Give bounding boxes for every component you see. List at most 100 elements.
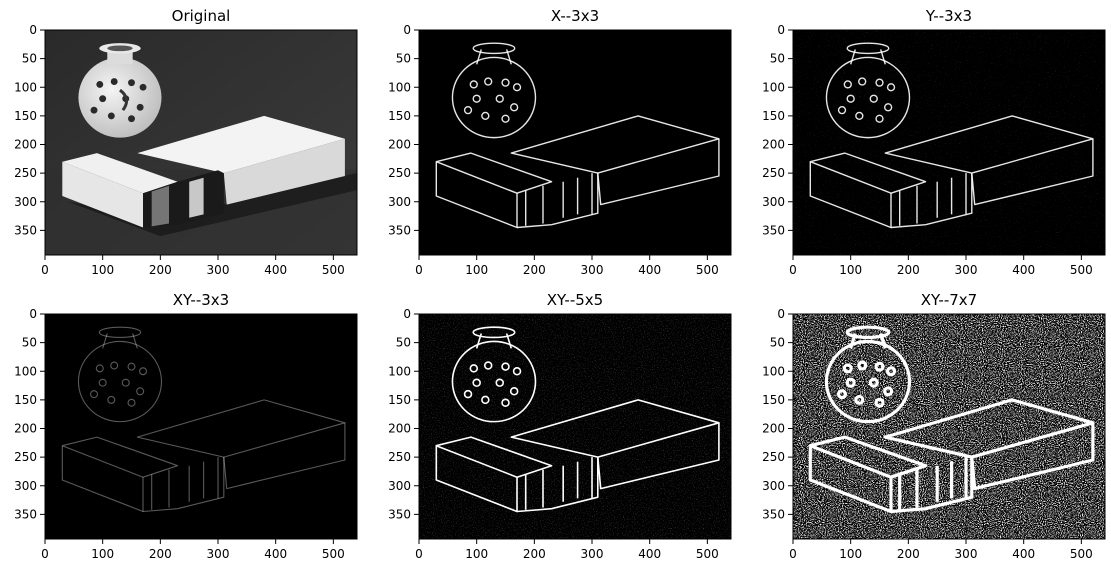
x-tick-label: 0 [41,547,49,561]
y-tick-label: 0 [777,23,785,37]
x-tick-label: 0 [789,547,797,561]
y-tick-label: 50 [770,336,785,350]
x-tick-label: 0 [415,547,423,561]
x-tick-label: 100 [839,547,862,561]
y-tick-label: 150 [388,109,411,123]
x-tick-label: 400 [264,263,287,277]
y-tick-label: 150 [14,393,37,407]
x-tick-label: 500 [696,547,719,561]
x-tick-label: 100 [839,263,862,277]
y-tick-label: 0 [777,307,785,321]
y-tick-label: 100 [762,364,785,378]
panel-1: Original 0 100 200 300 400 500 0 50 100 150 200 250 3… [14,7,358,277]
x-tick-label: 200 [897,263,920,277]
x-tick-label: 300 [207,263,230,277]
x-tick-label: 400 [638,263,661,277]
y-tick-label: 50 [22,52,37,66]
x-tick-label: 300 [581,547,604,561]
x-tick-label: 0 [415,263,423,277]
panel-title: XY--5x5 [547,291,603,309]
panel-3: Y--3x3 0 100 200 300 400 500 0 50 100 150 200 250 300… [762,7,1106,277]
axes-frame [418,29,732,256]
y-tick-label: 250 [388,166,411,180]
y-tick-label: 100 [14,364,37,378]
x-tick-label: 100 [91,263,114,277]
x-tick-label: 400 [638,547,661,561]
y-tick-label: 100 [762,80,785,94]
panel-6: XY--7x7 0 100 200 300 400 500 0 50 100 150 200 250 30… [762,291,1106,561]
axes-frame [44,313,358,540]
x-tick-label: 0 [789,263,797,277]
y-tick-label: 350 [388,223,411,237]
y-tick-label: 150 [762,109,785,123]
x-tick-label: 100 [91,547,114,561]
y-tick-label: 300 [388,195,411,209]
panel-title: XY--7x7 [921,291,977,309]
y-tick-label: 100 [388,80,411,94]
x-tick-label: 300 [581,263,604,277]
x-tick-label: 200 [523,263,546,277]
x-tick-label: 500 [696,263,719,277]
x-tick-label: 200 [149,547,172,561]
y-tick-label: 0 [403,307,411,321]
y-tick-label: 250 [14,166,37,180]
x-tick-label: 400 [264,547,287,561]
y-tick-label: 300 [388,479,411,493]
y-tick-label: 300 [762,195,785,209]
y-tick-label: 200 [388,422,411,436]
y-tick-label: 150 [388,393,411,407]
y-tick-label: 50 [396,336,411,350]
y-tick-label: 300 [14,479,37,493]
panel-title: X--3x3 [551,7,599,25]
y-tick-label: 0 [29,23,37,37]
panel-title: XY--3x3 [173,291,229,309]
y-tick-label: 100 [14,80,37,94]
axes-frame [44,29,358,256]
panel-title: Original [172,7,231,25]
x-tick-label: 500 [322,547,345,561]
panel-image [419,314,731,539]
y-tick-label: 350 [762,507,785,521]
panel-5: XY--5x5 0 100 200 300 400 500 0 50 100 150 200 250 30… [388,291,732,561]
x-tick-label: 300 [955,263,978,277]
x-tick-label: 500 [322,263,345,277]
y-tick-label: 250 [14,450,37,464]
y-tick-label: 200 [14,138,37,152]
y-tick-label: 350 [14,223,37,237]
panel-image [793,30,1105,255]
x-tick-label: 300 [207,547,230,561]
x-tick-label: 100 [465,547,488,561]
x-tick-label: 200 [897,547,920,561]
y-tick-label: 350 [388,507,411,521]
panel-image [793,314,1105,539]
x-tick-label: 300 [955,547,978,561]
y-tick-label: 250 [762,166,785,180]
x-tick-label: 500 [1070,547,1093,561]
y-tick-label: 250 [388,450,411,464]
axes-frame [792,313,1106,540]
y-tick-label: 250 [762,450,785,464]
y-tick-label: 150 [762,393,785,407]
x-tick-label: 100 [465,263,488,277]
y-tick-label: 150 [14,109,37,123]
y-tick-label: 50 [22,336,37,350]
y-tick-label: 50 [396,52,411,66]
axes-frame [792,29,1106,256]
x-tick-label: 500 [1070,263,1093,277]
y-tick-label: 0 [403,23,411,37]
panel-image [45,314,357,539]
panel-2: X--3x3 0 100 200 300 400 500 0 50 100 150 200 250 300… [388,7,732,277]
panel-image [419,30,731,255]
x-tick-label: 200 [149,263,172,277]
x-tick-label: 400 [1012,547,1035,561]
panel-image [45,30,357,255]
x-tick-label: 400 [1012,263,1035,277]
y-tick-label: 50 [770,52,785,66]
axes-frame [418,313,732,540]
y-tick-label: 300 [762,479,785,493]
y-tick-label: 0 [29,307,37,321]
x-tick-label: 200 [523,547,546,561]
panel-4: XY--3x3 0 100 200 300 400 500 0 50 100 150 200 250 30… [14,291,358,561]
y-tick-label: 100 [388,364,411,378]
